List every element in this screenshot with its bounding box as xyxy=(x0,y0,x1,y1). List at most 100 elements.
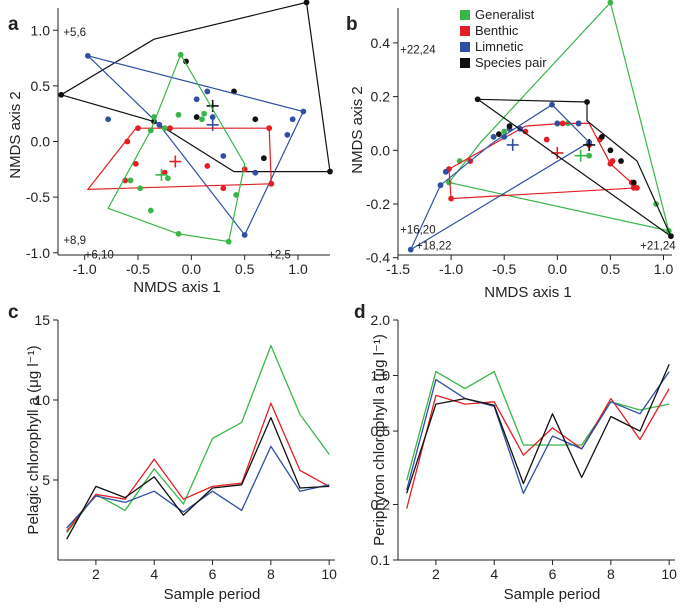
b-y-tick-label: 0.2 xyxy=(371,89,391,105)
panel-b-nmds: b +22,24 +16,20 +18,22 +21,24 -1.5 -1.0 -0.5 0… xyxy=(346,0,676,301)
b-hull-limnetic xyxy=(409,103,591,252)
a-point-benthic xyxy=(132,160,139,167)
b-point-limnetic xyxy=(549,101,555,108)
a-point-limnetic xyxy=(193,96,200,103)
d-line-species-pair xyxy=(406,364,670,494)
a-point-generalist xyxy=(201,110,208,117)
b-point-species-pair xyxy=(584,99,590,105)
legend-label-species-pair: Species pair xyxy=(475,55,547,70)
a-point-generalist xyxy=(127,177,134,184)
b-annotation: +22,24 xyxy=(400,45,436,57)
b-centroid-species-pair xyxy=(583,138,596,151)
b-point-species-pair xyxy=(630,179,637,186)
d-y-tick-label: 1.0 xyxy=(371,368,391,384)
b-point-generalist xyxy=(586,152,593,159)
a-x-tick-label: 0.5 xyxy=(235,261,255,277)
panel-label-c: c xyxy=(8,302,19,323)
panel-d-marks xyxy=(406,364,670,509)
panel-d-ylabel: Periphyton chlorophyll a (μg l⁻¹) xyxy=(371,334,388,546)
panel-b-ylabel: NMDS axis 2 xyxy=(349,86,366,174)
a-point-generalist xyxy=(164,175,171,182)
b-point-benthic xyxy=(522,128,529,135)
b-x-tick-label: 0.5 xyxy=(601,261,621,277)
a-point-generalist xyxy=(137,185,144,192)
b-point-limnetic xyxy=(490,133,497,140)
a-point-limnetic xyxy=(204,88,211,95)
legend-label-limnetic: Limnetic xyxy=(475,39,524,54)
b-centroid-limnetic xyxy=(506,138,519,151)
b-point-species-pair xyxy=(668,233,674,240)
a-point-generalist xyxy=(147,207,154,214)
a-centroid-limnetic xyxy=(206,118,219,131)
a-point-limnetic xyxy=(252,169,259,176)
a-y-tick-label: 1.0 xyxy=(31,22,51,38)
c-x-tick-label: 6 xyxy=(209,566,217,582)
panel-d-periphyton: d 2 4 6 8 10 0.1 0.2 0.5 1.0 2.0 Sample period Pe… xyxy=(354,302,677,603)
panel-label-a: a xyxy=(8,14,19,35)
b-point-species-pair xyxy=(599,133,605,140)
legend-swatch-limnetic xyxy=(460,42,470,52)
c-y-tick-label: 15 xyxy=(34,312,50,328)
a-x-tick-label: -0.5 xyxy=(126,261,150,277)
c-y-tick-label: 10 xyxy=(34,392,50,408)
d-y-tick-label: 0.5 xyxy=(371,423,391,439)
b-point-benthic xyxy=(559,120,566,127)
b-y-tick-label: -0.4 xyxy=(366,250,390,266)
b-point-benthic xyxy=(630,184,637,191)
legend-label-benthic: Benthic xyxy=(475,23,519,38)
a-y-tick-label: 0.5 xyxy=(31,78,51,94)
b-point-limnetic xyxy=(437,182,444,189)
a-point-limnetic xyxy=(289,116,296,123)
a-point-generalist xyxy=(233,192,240,198)
c-line-benthic xyxy=(66,402,330,532)
b-point-species-pair xyxy=(474,96,481,103)
c-x-tick-label: 4 xyxy=(150,566,158,582)
panel-b-xlabel: NMDS axis 1 xyxy=(484,284,572,301)
b-point-benthic xyxy=(543,136,550,143)
a-x-tick-label: 1.0 xyxy=(288,261,308,277)
a-point-species-pair xyxy=(327,168,333,175)
a-y-tick-label: 0.0 xyxy=(31,134,51,150)
a-point-generalist xyxy=(147,127,154,134)
panel-label-b: b xyxy=(346,14,358,35)
c-x-tick-label: 10 xyxy=(321,566,337,582)
a-point-limnetic xyxy=(156,121,163,128)
b-y-tick-label: 0.0 xyxy=(371,142,391,158)
d-x-tick-label: 10 xyxy=(661,566,677,582)
b-x-tick-label: 0.0 xyxy=(548,261,568,277)
panel-a-ylabel: NMDS axis 2 xyxy=(7,91,24,179)
b-point-species-pair xyxy=(495,131,502,138)
panel-b-marks: +22,24 +16,20 +18,22 +21,24 xyxy=(400,0,676,253)
d-y-tick-label: 0.1 xyxy=(371,552,391,568)
a-point-limnetic xyxy=(284,131,291,138)
a-hull-limnetic xyxy=(85,54,305,237)
d-line-limnetic xyxy=(406,371,670,494)
a-point-limnetic xyxy=(220,153,227,159)
a-point-benthic xyxy=(268,180,275,187)
a-point-species-pair xyxy=(260,155,267,162)
b-point-benthic xyxy=(609,158,616,164)
b-annotation: +16,20 xyxy=(400,225,436,237)
a-point-generalist xyxy=(177,51,184,58)
c-line-species-pair xyxy=(66,416,330,540)
d-y-tick-label: 2.0 xyxy=(371,312,391,328)
a-point-species-pair xyxy=(183,58,189,65)
b-x-tick-label: 1.0 xyxy=(654,261,674,277)
panel-b-axes: -1.5 -1.0 -0.5 0.0 0.5 1.0 -0.4 -0.2 0.0 0.2 0.4 xyxy=(366,8,674,277)
b-x-tick-label: -1.5 xyxy=(386,261,410,277)
a-point-limnetic xyxy=(105,116,112,123)
a-centroid-benthic xyxy=(169,155,182,168)
a-point-benthic xyxy=(220,185,227,192)
d-x-tick-label: 8 xyxy=(607,566,615,582)
a-point-limnetic xyxy=(84,52,91,59)
b-point-generalist xyxy=(501,128,508,135)
a-point-limnetic xyxy=(241,232,248,238)
a-point-benthic xyxy=(124,138,131,145)
panel-c-pelagic: c 2 4 6 8 10 5 10 15 Sample period Pelagic chlo… xyxy=(8,302,337,603)
panel-c-axes: 2 4 6 8 10 5 10 15 xyxy=(34,312,337,582)
a-x-tick-label: -1.0 xyxy=(73,261,97,277)
a-point-generalist xyxy=(199,116,205,123)
panel-label-d: d xyxy=(354,302,366,323)
